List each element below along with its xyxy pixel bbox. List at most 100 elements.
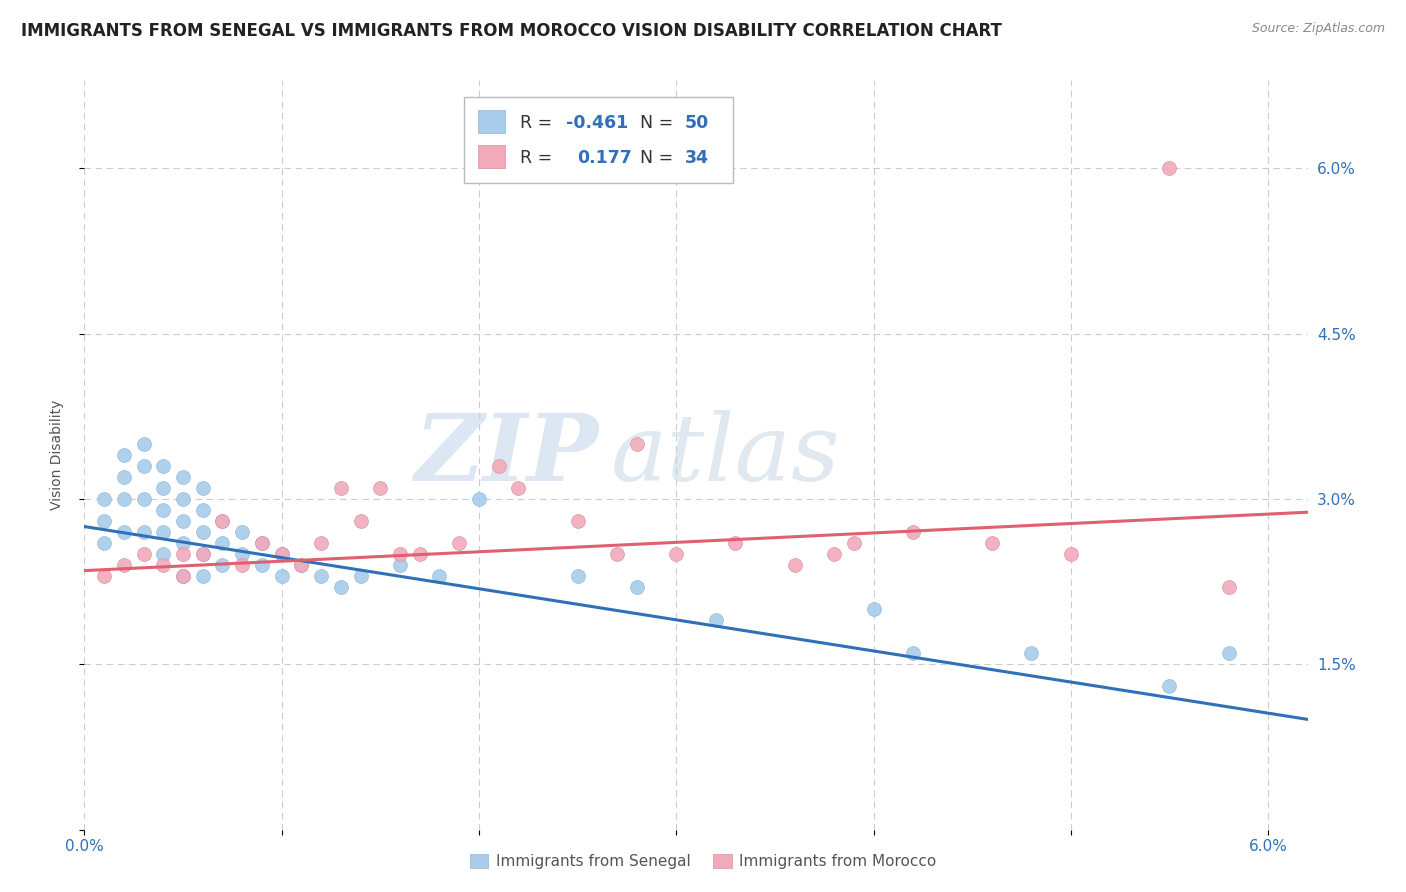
Point: [93, 514, 115, 528]
Point: [250, 536, 273, 550]
Point: [172, 470, 194, 484]
Point: [191, 481, 214, 495]
Point: [172, 547, 194, 561]
Point: [191, 503, 214, 517]
Text: IMMIGRANTS FROM SENEGAL VS IMMIGRANTS FROM MOROCCO VISION DISABILITY CORRELATION: IMMIGRANTS FROM SENEGAL VS IMMIGRANTS FR…: [21, 22, 1002, 40]
Point: [93, 491, 115, 506]
Point: [191, 547, 214, 561]
Point: [172, 514, 194, 528]
Point: [211, 514, 233, 528]
Point: [172, 569, 194, 583]
Point: [862, 602, 884, 616]
FancyBboxPatch shape: [478, 111, 505, 133]
Point: [468, 491, 491, 506]
Text: 0.177: 0.177: [578, 149, 633, 167]
Point: [901, 524, 924, 539]
Point: [429, 569, 451, 583]
Point: [1021, 646, 1043, 660]
Point: [567, 569, 589, 583]
Point: [132, 547, 155, 561]
Point: [250, 536, 273, 550]
Point: [724, 536, 747, 550]
Point: [132, 458, 155, 473]
Point: [606, 547, 628, 561]
Point: [191, 547, 214, 561]
Point: [823, 547, 845, 561]
Point: [93, 569, 115, 583]
Point: [172, 491, 194, 506]
Point: [152, 458, 174, 473]
Point: [389, 558, 412, 573]
Y-axis label: Vision Disability: Vision Disability: [49, 400, 63, 510]
Point: [1218, 580, 1240, 594]
Point: [329, 481, 352, 495]
Point: [488, 458, 510, 473]
Text: -0.461: -0.461: [567, 114, 628, 132]
Legend: Immigrants from Senegal, Immigrants from Morocco: Immigrants from Senegal, Immigrants from…: [464, 848, 942, 875]
Point: [231, 558, 253, 573]
Point: [112, 491, 135, 506]
Point: [132, 524, 155, 539]
Point: [270, 547, 292, 561]
Text: N =: N =: [640, 114, 679, 132]
Point: [93, 536, 115, 550]
Point: [172, 536, 194, 550]
Point: [231, 524, 253, 539]
Text: R =: R =: [520, 114, 558, 132]
Point: [290, 558, 312, 573]
Point: [704, 613, 727, 627]
Point: [309, 536, 332, 550]
Point: [665, 547, 688, 561]
Point: [152, 547, 174, 561]
Point: [842, 536, 865, 550]
Point: [1159, 679, 1181, 693]
Text: 50: 50: [685, 114, 709, 132]
Text: R =: R =: [520, 149, 558, 167]
Point: [626, 580, 648, 594]
Text: ZIP: ZIP: [413, 410, 598, 500]
Point: [211, 536, 233, 550]
Point: [567, 514, 589, 528]
Point: [112, 524, 135, 539]
Point: [112, 448, 135, 462]
Point: [152, 503, 174, 517]
Point: [211, 558, 233, 573]
Point: [368, 481, 391, 495]
Point: [508, 481, 530, 495]
Point: [1159, 161, 1181, 176]
Point: [1218, 646, 1240, 660]
Point: [211, 514, 233, 528]
Point: [112, 470, 135, 484]
Point: [112, 558, 135, 573]
Point: [1060, 547, 1083, 561]
Point: [191, 524, 214, 539]
Point: [409, 547, 432, 561]
Point: [191, 569, 214, 583]
Point: [152, 481, 174, 495]
Point: [349, 514, 371, 528]
Text: N =: N =: [640, 149, 679, 167]
Point: [389, 547, 412, 561]
Point: [329, 580, 352, 594]
Point: [626, 437, 648, 451]
Point: [152, 524, 174, 539]
Point: [270, 547, 292, 561]
Point: [309, 569, 332, 583]
Text: Source: ZipAtlas.com: Source: ZipAtlas.com: [1251, 22, 1385, 36]
Point: [132, 437, 155, 451]
Point: [349, 569, 371, 583]
Point: [449, 536, 471, 550]
Point: [172, 569, 194, 583]
Point: [901, 646, 924, 660]
Text: 34: 34: [685, 149, 709, 167]
FancyBboxPatch shape: [464, 96, 733, 183]
Text: atlas: atlas: [610, 410, 839, 500]
Point: [270, 569, 292, 583]
Point: [231, 547, 253, 561]
Point: [783, 558, 806, 573]
Point: [132, 491, 155, 506]
Point: [250, 558, 273, 573]
FancyBboxPatch shape: [478, 145, 505, 168]
Point: [152, 558, 174, 573]
Point: [290, 558, 312, 573]
